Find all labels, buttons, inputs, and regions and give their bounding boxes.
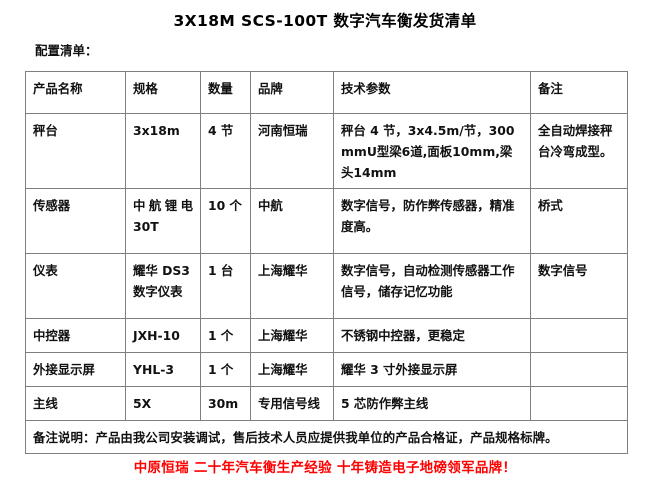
cell-spec-tail: 30T bbox=[133, 219, 159, 234]
packing-list-table-wrapper: 产品名称 规格 数量 品牌 技术参数 备注 秤台 3x18m 4 节 河南恒瑞 … bbox=[25, 71, 628, 454]
cell-name: 主线 bbox=[25, 386, 126, 421]
cell-tech: 不锈钢中控器，更稳定 bbox=[333, 318, 531, 353]
cell-spec: 5X bbox=[125, 386, 201, 421]
cell-qty: 4 节 bbox=[200, 113, 251, 189]
cell-note: 全自动焊接秤台冷弯成型。 bbox=[530, 113, 628, 189]
table-row: 中控器 JXH-10 1 个 上海耀华 不锈钢中控器，更稳定 bbox=[25, 318, 628, 353]
column-header-tech: 技术参数 bbox=[333, 71, 531, 114]
column-header-note: 备注 bbox=[530, 71, 628, 114]
table-row: 外接显示屏 YHL-3 1 个 上海耀华 耀华 3 寸外接显示屏 bbox=[25, 352, 628, 387]
cell-spec-justified: 中航锂电 bbox=[133, 198, 193, 213]
cell-tech: 耀华 3 寸外接显示屏 bbox=[333, 352, 531, 387]
cell-tech: 5 芯防作弊主线 bbox=[333, 386, 531, 421]
cell-spec: YHL-3 bbox=[125, 352, 201, 387]
table-row: 传感器 中航锂电 30T 10 个 中航 数字信号，防作弊传感器，精准度高。 桥式 bbox=[25, 188, 628, 254]
table-row: 主线 5X 30m 专用信号线 5 芯防作弊主线 bbox=[25, 386, 628, 421]
cell-brand: 专用信号线 bbox=[250, 386, 334, 421]
cell-qty: 10 个 bbox=[200, 188, 251, 254]
company-tagline: 中原恒瑞 二十年汽车衡生产经验 十年铸造电子地磅领军品牌！ bbox=[133, 460, 517, 476]
cell-note: 数字信号 bbox=[530, 253, 628, 319]
cell-brand: 上海耀华 bbox=[250, 253, 334, 319]
cell-name: 仪表 bbox=[25, 253, 126, 319]
table-row: 仪表 耀华 DS3 数字仪表 1 台 上海耀华 数字信号，自动检测传感器工作信号… bbox=[25, 253, 628, 319]
cell-spec: 3x18m bbox=[125, 113, 201, 189]
cell-note: 桥式 bbox=[530, 188, 628, 254]
cell-brand: 上海耀华 bbox=[250, 352, 334, 387]
cell-spec: JXH-10 bbox=[125, 318, 201, 353]
packing-list-table: 产品名称 规格 数量 品牌 技术参数 备注 秤台 3x18m 4 节 河南恒瑞 … bbox=[25, 71, 628, 454]
column-header-spec: 规格 bbox=[125, 71, 201, 114]
cell-note bbox=[530, 352, 628, 387]
column-header-brand: 品牌 bbox=[250, 71, 334, 114]
cell-qty: 1 台 bbox=[200, 253, 251, 319]
cell-name: 外接显示屏 bbox=[25, 352, 126, 387]
table-row: 秤台 3x18m 4 节 河南恒瑞 秤台 4 节，3x4.5m/节，300mmU… bbox=[25, 113, 628, 189]
table-header-row: 产品名称 规格 数量 品牌 技术参数 备注 bbox=[25, 71, 628, 114]
cell-qty: 1 个 bbox=[200, 318, 251, 353]
footer-note-cell: 备注说明：产品由我公司安装调试，售后技术人员应提供我单位的产品合格证，产品规格标… bbox=[25, 420, 628, 454]
cell-name: 中控器 bbox=[25, 318, 126, 353]
cell-tech: 秤台 4 节，3x4.5m/节，300mmU型梁6道,面板10mm,梁头14mm bbox=[333, 113, 531, 189]
cell-note bbox=[530, 386, 628, 421]
cell-spec: 耀华 DS3 数字仪表 bbox=[125, 253, 201, 319]
column-header-name: 产品名称 bbox=[25, 71, 126, 114]
cell-tech: 数字信号，自动检测传感器工作信号，储存记忆功能 bbox=[333, 253, 531, 319]
cell-qty: 30m bbox=[200, 386, 251, 421]
table-footer-note-row: 备注说明：产品由我公司安装调试，售后技术人员应提供我单位的产品合格证，产品规格标… bbox=[25, 420, 628, 454]
cell-name: 传感器 bbox=[25, 188, 126, 254]
cell-brand: 上海耀华 bbox=[250, 318, 334, 353]
cell-note bbox=[530, 318, 628, 353]
cell-spec: 中航锂电 30T bbox=[125, 188, 201, 254]
cell-tech: 数字信号，防作弊传感器，精准度高。 bbox=[333, 188, 531, 254]
cell-qty: 1 个 bbox=[200, 352, 251, 387]
cell-brand: 中航 bbox=[250, 188, 334, 254]
page-title: 3X18M SCS-100T 数字汽车衡发货清单 bbox=[173, 12, 477, 30]
config-list-label: 配置清单： bbox=[35, 43, 98, 58]
column-header-qty: 数量 bbox=[200, 71, 251, 114]
cell-name: 秤台 bbox=[25, 113, 126, 189]
cell-brand: 河南恒瑞 bbox=[250, 113, 334, 189]
